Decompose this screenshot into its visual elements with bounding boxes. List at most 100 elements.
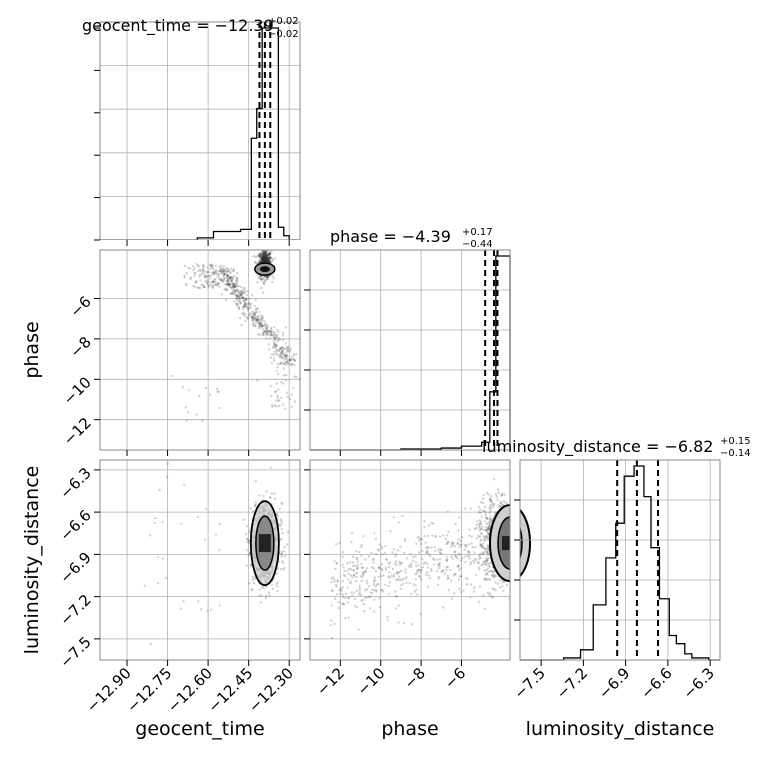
scatter-point <box>256 318 259 322</box>
scatter-point <box>253 316 256 319</box>
scatter-point <box>261 253 265 256</box>
scatter-point <box>261 256 264 259</box>
scatter-point <box>259 253 263 257</box>
scatter-point <box>472 590 476 593</box>
scatter-point <box>234 302 238 305</box>
scatter-point <box>287 361 290 364</box>
panel-hist-geocent-time: geocent_time = −12.39 +0.02 −0.02 <box>82 16 301 241</box>
scatter-point <box>481 525 484 528</box>
scatter-point <box>256 280 259 284</box>
scatter-point <box>261 278 265 281</box>
scatter-point <box>235 289 238 292</box>
scatter-point <box>280 552 283 556</box>
scatter-point <box>394 555 397 558</box>
title-geocent-time-sub: −0.02 <box>268 29 299 40</box>
scatter-point <box>419 542 423 546</box>
scatter-point <box>194 281 197 284</box>
scatter-point <box>233 275 236 278</box>
scatter-point <box>259 318 262 322</box>
scatter-point <box>276 372 280 376</box>
scatter-point <box>253 311 256 315</box>
scatter-point <box>270 281 274 284</box>
scatter-point <box>498 578 502 582</box>
scatter-point <box>405 581 408 585</box>
scatter-point <box>260 277 263 281</box>
scatter-point <box>197 394 201 398</box>
scatter-point <box>226 277 229 280</box>
scatter-point <box>234 283 238 286</box>
scatter-point <box>261 257 265 260</box>
scatter-point <box>189 267 192 270</box>
scatter-point <box>457 529 460 532</box>
scatter-point <box>260 253 264 256</box>
y-tick-label-luminosity-distance: −7.5 <box>56 633 94 671</box>
scatter-point <box>265 337 268 340</box>
scatter-point <box>270 362 274 365</box>
scatter-point <box>243 305 246 308</box>
scatter-point <box>400 561 404 565</box>
scatter-point <box>280 537 283 541</box>
scatter-point <box>257 319 261 323</box>
scatter-point <box>446 574 449 578</box>
scatter-point <box>273 343 276 346</box>
scatter-point <box>394 607 398 610</box>
scatter-point <box>483 520 487 523</box>
scatter-point <box>258 260 262 263</box>
scatter-point <box>459 575 463 578</box>
scatter-point <box>264 258 268 261</box>
scatter-point <box>428 577 431 580</box>
scatter-point <box>383 551 387 555</box>
scatter-point <box>235 297 238 300</box>
scatter-point <box>262 331 266 334</box>
scatter-point <box>200 608 203 611</box>
scatter-point <box>331 576 335 579</box>
scatter-point <box>254 261 257 264</box>
scatter-point <box>402 551 406 554</box>
scatter-point <box>434 535 437 538</box>
scatter-point <box>207 280 210 284</box>
scatter-point <box>262 255 266 259</box>
scatter-point <box>394 553 398 556</box>
scatter-point <box>267 253 271 256</box>
scatter-point <box>214 284 217 287</box>
scatter-point <box>276 396 279 399</box>
scatter-point <box>489 519 492 523</box>
scatter-point <box>263 255 267 259</box>
scatter-point <box>164 576 168 580</box>
y-tick-label-phase: −6 <box>66 293 94 321</box>
scatter-point <box>502 589 505 593</box>
scatter-point <box>276 567 280 571</box>
scatter-point <box>236 294 240 298</box>
scatter-point <box>258 322 261 325</box>
ylabel-luminosity-distance: luminosity_distance <box>21 466 43 655</box>
scatter-point <box>265 490 268 493</box>
scatter-point <box>226 270 229 274</box>
scatter-point <box>261 315 264 319</box>
scatter-point <box>263 283 266 286</box>
scatter-point <box>211 284 214 287</box>
scatter-point <box>270 353 274 356</box>
title-geocent-time-sup: +0.02 <box>268 16 299 27</box>
scatter-point <box>268 348 271 351</box>
scatter-point <box>277 349 280 352</box>
scatter-point <box>218 265 221 268</box>
contour-core <box>259 266 270 273</box>
scatter-point <box>263 258 266 262</box>
scatter-point <box>197 600 200 603</box>
scatter-point <box>488 505 492 508</box>
scatter-point <box>485 568 488 572</box>
scatter-point <box>417 563 420 567</box>
scatter-point <box>261 255 264 259</box>
scatter-point <box>244 302 248 305</box>
scatter-point <box>200 283 203 287</box>
scatter-point <box>257 321 260 325</box>
scatter-point <box>265 259 269 262</box>
scatter-point <box>360 579 363 582</box>
scatter-point <box>399 587 403 591</box>
scatter-point <box>487 493 490 496</box>
scatter-point <box>283 555 287 558</box>
scatter-point <box>263 254 267 257</box>
scatter-point <box>245 298 248 302</box>
scatter-point <box>267 253 271 257</box>
scatter-point <box>230 278 233 281</box>
